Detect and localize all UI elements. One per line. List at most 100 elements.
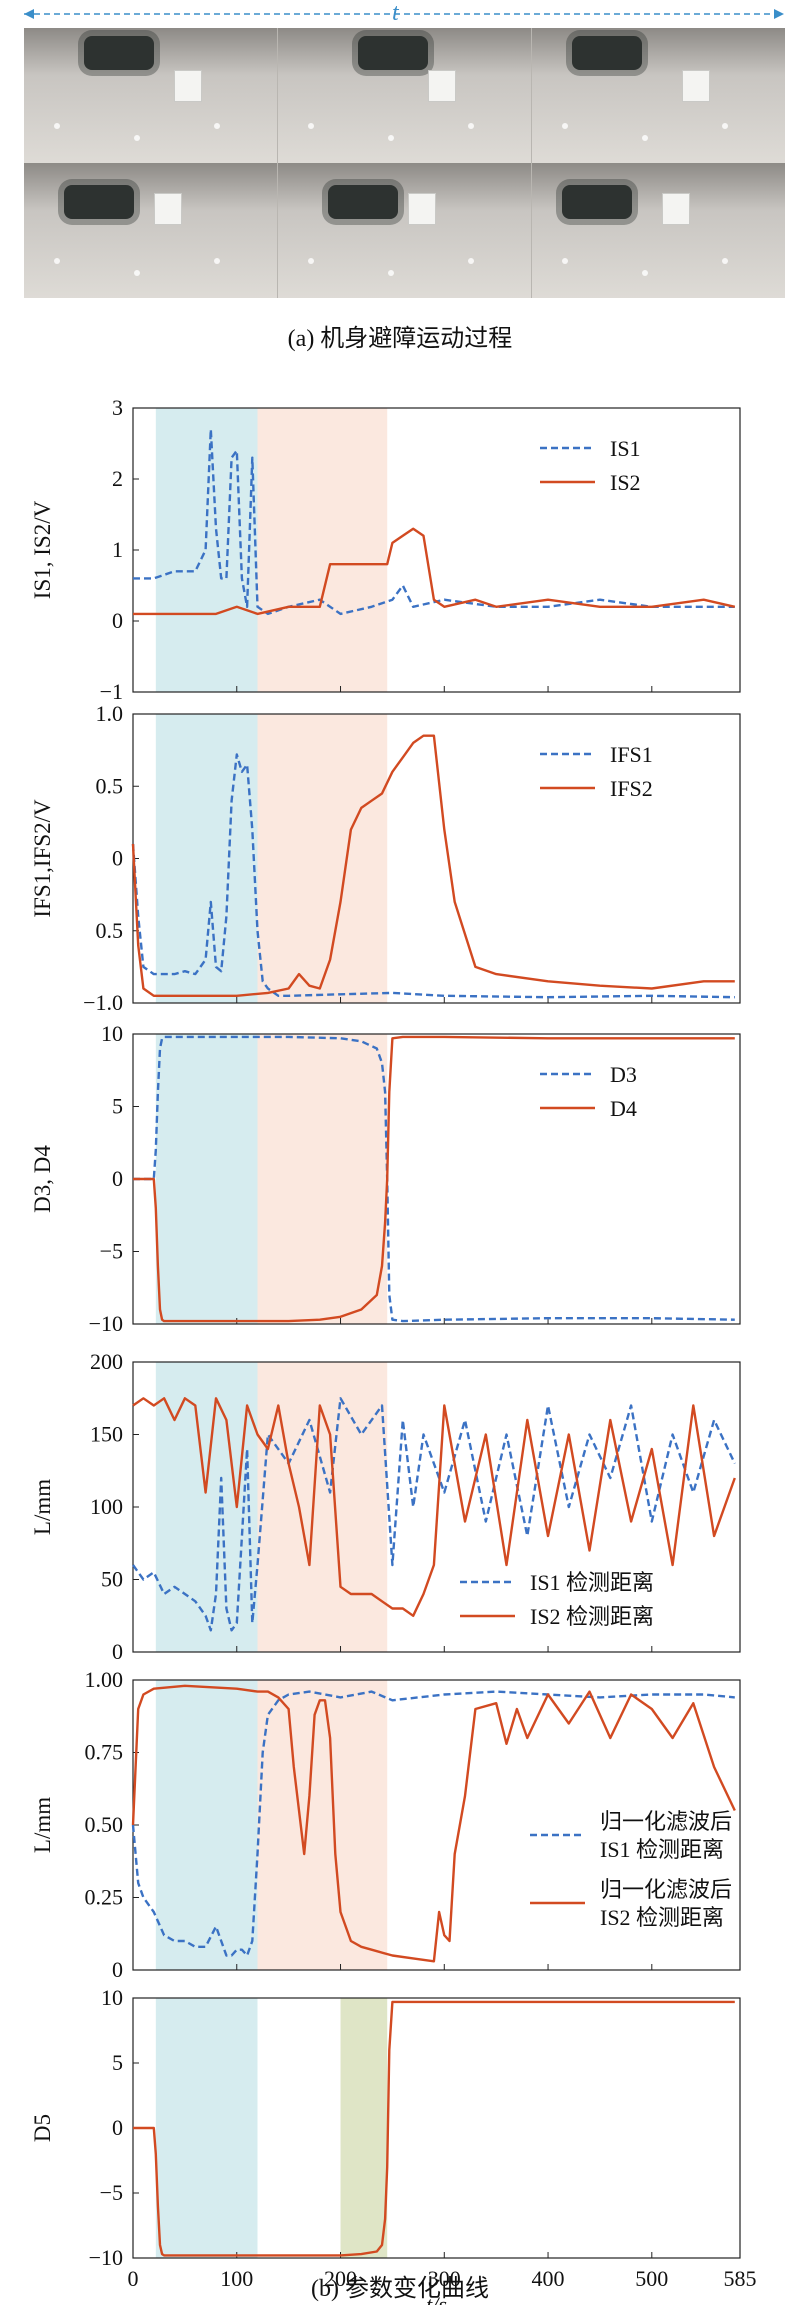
x-tick-label: 200 [324, 2266, 357, 2291]
time-arrow-right-head [774, 9, 784, 19]
phase-band-orange [257, 714, 388, 1003]
y-axis-label: D3, D4 [30, 1145, 55, 1213]
y-axis-label: IFS1,IFS2/V [30, 799, 55, 918]
y-axis-label: L/mm [30, 1797, 55, 1853]
floor-light-reflection [214, 123, 220, 129]
x-axis-label: t/s [426, 2292, 447, 2305]
y-tick-label: 150 [90, 1422, 123, 1447]
x-tick-label: 0 [128, 2266, 139, 2291]
obstacle-box [682, 70, 710, 102]
floor-light-reflection [468, 123, 474, 129]
x-tick-label: 300 [428, 2266, 461, 2291]
x-tick-label: 500 [635, 2266, 668, 2291]
y-tick-label: 3 [112, 395, 123, 420]
y-tick-label: −10 [89, 1311, 123, 1336]
y-tick-label: 0 [112, 1166, 123, 1191]
y-tick-label: 1.0 [96, 701, 124, 726]
floor-light-reflection [54, 123, 60, 129]
y-tick-label: 50 [101, 1567, 123, 1592]
y-axis-label: L/mm [30, 1479, 55, 1535]
series-line-2 [132, 1397, 736, 1617]
phase-band-blue [155, 1680, 258, 1970]
y-tick-label: 5 [112, 2050, 123, 2075]
obstacle-box [174, 70, 202, 102]
y-tick-label: −10 [89, 2245, 123, 2270]
floor-light-reflection [388, 270, 394, 276]
hexapod-robot [562, 185, 632, 219]
floor-light-reflection [562, 258, 568, 264]
floor-light-reflection [562, 123, 568, 129]
robot-photo-frame [278, 163, 531, 298]
floor-light-reflection [468, 258, 474, 264]
y-tick-label: 0 [112, 846, 123, 871]
hexapod-robot [84, 36, 154, 70]
y-tick-label: 10 [101, 1021, 123, 1046]
y-tick-label: 0.5 [96, 918, 124, 943]
y-tick-label: −5 [100, 2180, 123, 2205]
series-line-1 [131, 753, 735, 999]
y-tick-label: 10 [101, 1985, 123, 2010]
legend-label-1: IFS1 [610, 742, 653, 767]
phase-band-green [340, 1998, 388, 2258]
robot-photo-frame [532, 163, 785, 298]
phase-band-blue [155, 1034, 258, 1324]
y-axis-label: IS1, IS2/V [30, 500, 55, 599]
y-tick-label: −1 [100, 679, 123, 704]
robot-photo-frame [278, 28, 531, 163]
robot-photo-frame [24, 28, 277, 163]
series-line-2 [133, 527, 736, 616]
phase-band-blue [155, 714, 258, 1003]
y-tick-label: 0.75 [85, 1740, 124, 1765]
legend-label-1: D3 [610, 1062, 637, 1087]
series-line-1 [133, 2000, 735, 2257]
series-line-2 [131, 734, 735, 997]
legend-label-2: 归一化滤波后 [600, 1877, 732, 1902]
floor-light-reflection [642, 270, 648, 276]
floor-light-reflection [308, 123, 314, 129]
floor-light-reflection [642, 135, 648, 141]
robot-photo-frame [24, 163, 277, 298]
y-tick-label: 1 [112, 537, 123, 562]
legend-label-2: D4 [610, 1096, 637, 1121]
legend-label-2: IS2 [610, 470, 641, 495]
legend-label-2: IFS2 [610, 776, 653, 801]
obstacle-box [154, 193, 182, 225]
legend-label-1: 归一化滤波后 [600, 1809, 732, 1834]
floor-light-reflection [722, 258, 728, 264]
floor-light-reflection [134, 135, 140, 141]
y-tick-label: 1.00 [85, 1667, 124, 1692]
phase-band-blue [155, 408, 258, 692]
caption-a: (a) 机身避障运动过程 [287, 326, 513, 352]
x-tick-label: 400 [532, 2266, 565, 2291]
floor-light-reflection [214, 258, 220, 264]
y-tick-label: 0 [112, 1957, 123, 1982]
y-tick-label: 0 [112, 2115, 123, 2140]
x-tick-label: 585 [724, 2266, 757, 2291]
phase-band-orange [257, 1680, 388, 1970]
obstacle-box [408, 193, 436, 225]
phase-band-blue [155, 1362, 258, 1652]
hexapod-robot [572, 36, 642, 70]
legend-label-2-line2: IS2 检测距离 [600, 1905, 724, 1930]
phase-band-blue [155, 1998, 258, 2258]
floor-light-reflection [134, 270, 140, 276]
y-tick-label: 100 [90, 1494, 123, 1519]
floor-light-reflection [308, 258, 314, 264]
y-tick-label: −1.0 [83, 990, 123, 1015]
robot-photo-strip [24, 28, 785, 298]
y-tick-label: −5 [100, 1239, 123, 1264]
floor-light-reflection [722, 123, 728, 129]
y-tick-label: 0.5 [96, 773, 124, 798]
phase-band-orange [257, 408, 388, 692]
legend-label-1: IS1 [610, 436, 641, 461]
series-line-2 [131, 1684, 736, 1963]
hexapod-robot [358, 36, 428, 70]
series-line-1 [131, 1690, 735, 1957]
x-tick-label: 100 [220, 2266, 253, 2291]
legend-label-2: IS2 检测距离 [530, 1604, 654, 1629]
y-tick-label: 200 [90, 1349, 123, 1374]
legend-label-1-line2: IS1 检测距离 [600, 1837, 724, 1862]
phase-band-orange [257, 1034, 388, 1324]
obstacle-box [428, 70, 456, 102]
obstacle-box [662, 193, 690, 225]
